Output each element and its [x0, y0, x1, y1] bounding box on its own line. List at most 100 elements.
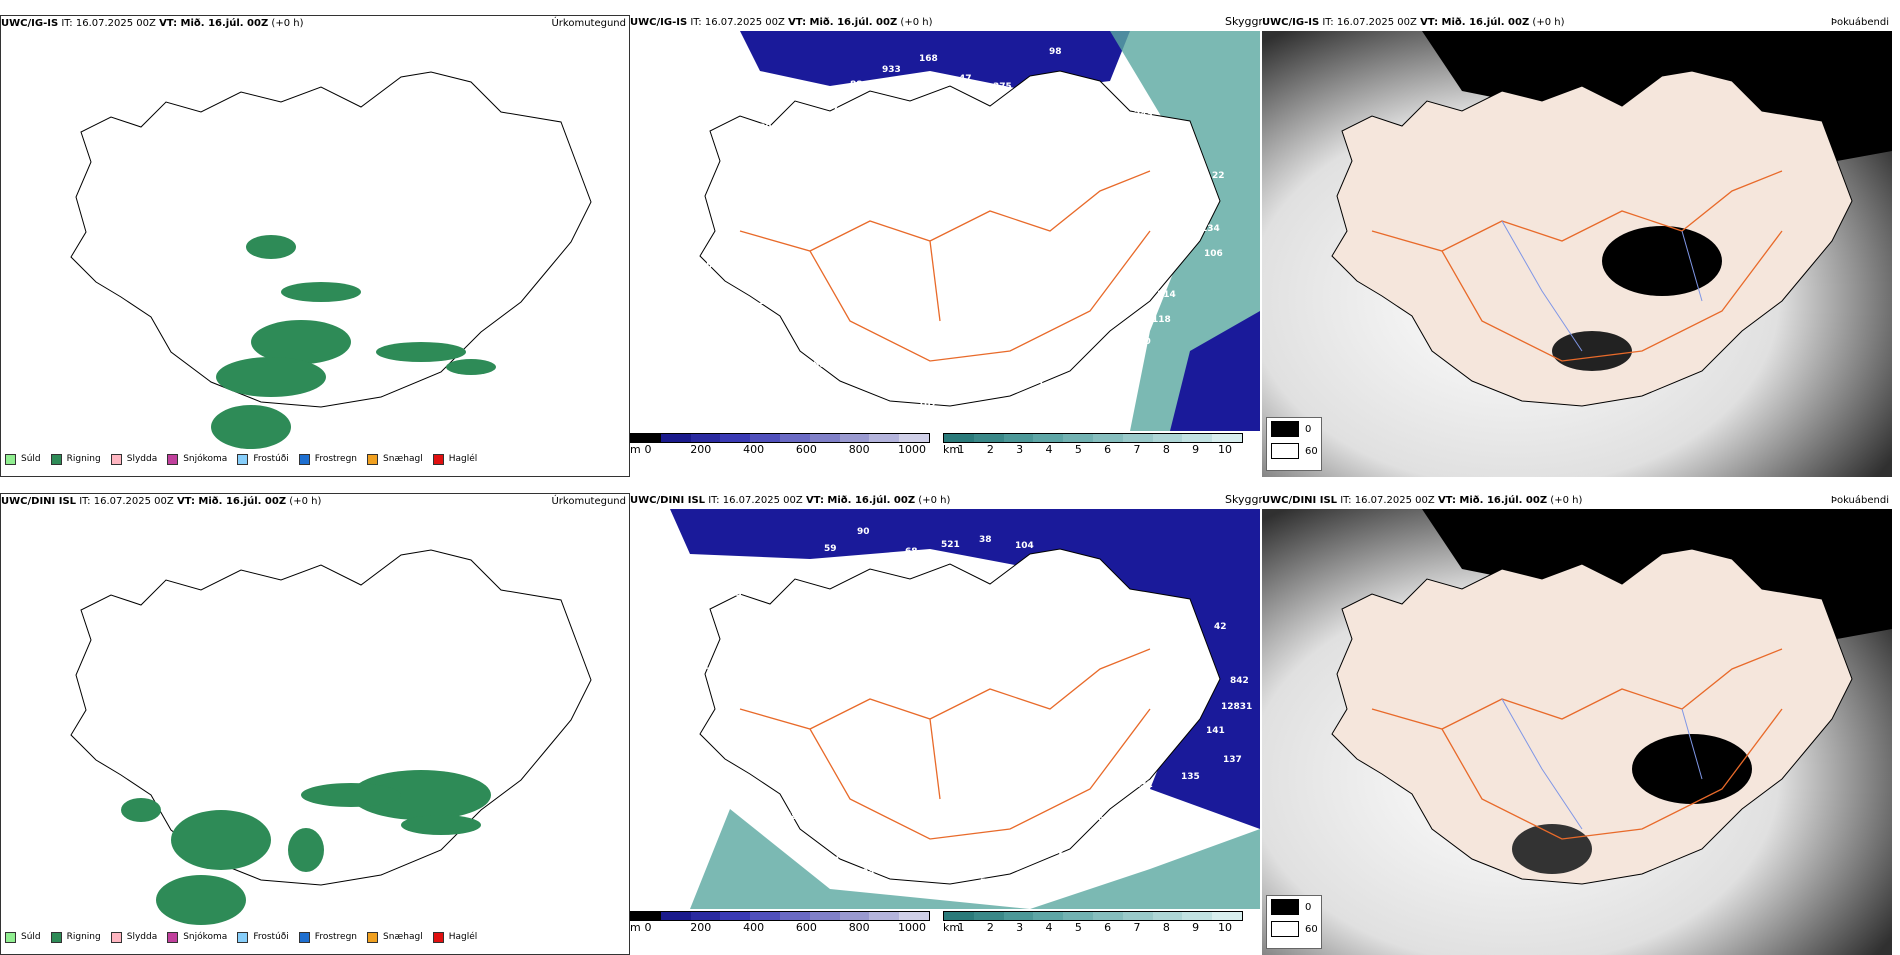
scale-cell [779, 912, 810, 920]
scale-cell [720, 434, 751, 442]
model-name: UWC/IG-IS [1262, 17, 1320, 28]
visibility-value: 59 [980, 878, 993, 888]
scale-tick-label: 3 [1016, 921, 1024, 934]
panel-header: UWC/IG-IS IT: 16.07.2025 00Z VT: Mið. 16… [1, 16, 629, 32]
visibility-value: 74 [764, 794, 777, 804]
offset-label: (+0 h) [1532, 17, 1565, 28]
scale-cell [944, 912, 974, 920]
fog-map [1262, 31, 1892, 477]
visibility-value: 137 [1223, 755, 1242, 765]
scale-cell [750, 912, 780, 920]
river-network [1501, 698, 1703, 830]
visibility-value: 131 [1134, 780, 1153, 790]
fog-key: 0 60 [1266, 417, 1322, 471]
fog-dark-patch [1552, 331, 1632, 371]
precip-map [70, 71, 592, 449]
legend-label: Haglél [448, 932, 478, 942]
legend-item: Rigning [50, 453, 101, 465]
scale-tick-label: 4 [1045, 921, 1053, 934]
visibility-value: 56 [726, 235, 739, 245]
offset-label: (+0 h) [900, 17, 933, 28]
scale-unit: km [943, 921, 961, 934]
visibility-value: 105 [746, 652, 765, 662]
fog-title: Þokuábendi [1830, 17, 1889, 28]
legend-swatch [298, 931, 310, 943]
legend-label: Snæhagl [383, 932, 423, 942]
road-network [1371, 170, 1783, 362]
vt-label: VT: Mið. 16.júl. 00Z [159, 18, 269, 29]
scale-tick-label: 1000 [898, 443, 926, 456]
visibility-value: 60 [940, 884, 953, 894]
visibility-value: 68 [813, 360, 826, 370]
visibility-value: 135 [1181, 772, 1200, 782]
model-name: UWC/DINI ISL [1, 496, 77, 507]
visibility-value: 114 [1157, 290, 1176, 300]
scale-tick-label: 7 [1133, 921, 1141, 934]
visibility-value: 117 [910, 840, 929, 850]
fog-key-low: 0 [1305, 423, 1312, 435]
it-label: IT: 16.07.2025 00Z [708, 495, 803, 506]
visibility-value: 98 [1086, 384, 1099, 394]
visibility-value: 104 [1015, 541, 1034, 551]
cloud-panel-row1: UWC/IG-IS IT: 16.07.2025 00Z VT: Mið. 16… [630, 15, 1260, 477]
cloud-title: Skyggni [1225, 493, 1269, 506]
legend-label: Slydda [126, 932, 158, 942]
visibility-value: 118 [1152, 315, 1171, 325]
scale-cell [660, 434, 691, 442]
fog-title: Þokuábendi [1830, 495, 1889, 506]
offset-label: (+0 h) [1550, 495, 1583, 506]
legend-item: Súld [5, 453, 41, 465]
scale-tick-label: 0 [644, 443, 652, 456]
it-label: IT: 16.07.2025 00Z [1340, 495, 1435, 506]
visibility-value: 933 [882, 65, 901, 75]
scale-cell [1003, 434, 1034, 442]
visibility-scale: km 1 2 3 4 5 6 7 8 9 10 [943, 433, 1243, 457]
scale-tick-label: 1000 [898, 921, 926, 934]
legend-swatch [367, 931, 379, 943]
scale-unit: m [630, 443, 641, 456]
legend-label: Haglél [448, 454, 478, 464]
legend-swatch [167, 453, 179, 465]
visibility-value: 54 [706, 261, 719, 271]
scale-tick-label: 3 [1016, 443, 1024, 456]
precip-panel-row2: UWC/DINI ISL IT: 16.07.2025 00Z VT: Mið.… [0, 493, 630, 955]
legend-item: Frostregn [298, 931, 357, 943]
legend-swatch [367, 453, 379, 465]
fog-dark-patch [1512, 824, 1592, 874]
scale-cell [1092, 912, 1123, 920]
legend-item: Rigning [50, 931, 101, 943]
road-network [739, 170, 1151, 362]
fog-dark-patch [1602, 226, 1722, 296]
visibility-value: 842 [1230, 676, 1249, 686]
scale-tick-label: 400 [743, 921, 765, 934]
cloud-panel-row2: UWC/DINI ISL IT: 16.07.2025 00Z VT: Mið.… [630, 493, 1260, 955]
cloud-scale-labels: m 0 200 400 600 800 1000 [630, 921, 930, 935]
visibility-value: 78 [785, 812, 798, 822]
legend-swatch [432, 453, 444, 465]
scale-tick-label: 400 [743, 443, 765, 456]
panel-header: UWC/DINI ISL IT: 16.07.2025 00Z VT: Mið.… [1, 494, 629, 510]
scale-cell [1122, 912, 1153, 920]
it-label: IT: 16.07.2025 00Z [61, 18, 156, 29]
legend-swatch [167, 931, 179, 943]
sea-blue-north [670, 509, 1260, 829]
visibility-value: 375 [993, 82, 1012, 92]
visibility-value: 42 [1214, 622, 1227, 632]
visibility-labels: 12831 141 137 135 131 107 99 184 142 72 59 60 117 94 9… [677, 527, 1252, 894]
visibility-value: 68 [736, 213, 749, 223]
scale-tick-label: 5 [1074, 921, 1082, 934]
scale-cell [1033, 434, 1064, 442]
scale-cell [779, 434, 810, 442]
scale-tick-label: 9 [1192, 443, 1200, 456]
scale-cell [1122, 434, 1153, 442]
scale-cell [809, 912, 840, 920]
visibility-value: 73 [705, 667, 718, 677]
legend-item: Súld [5, 931, 41, 943]
model-name: UWC/DINI ISL [1262, 495, 1338, 506]
visibility-value: 80 [759, 123, 772, 133]
visibility-value: 38 [979, 535, 992, 545]
precip-title: Úrkomutegund [551, 18, 626, 29]
scale-cell [750, 434, 780, 442]
visibility-value: 165 [1100, 586, 1119, 596]
scale-cell [1152, 912, 1183, 920]
